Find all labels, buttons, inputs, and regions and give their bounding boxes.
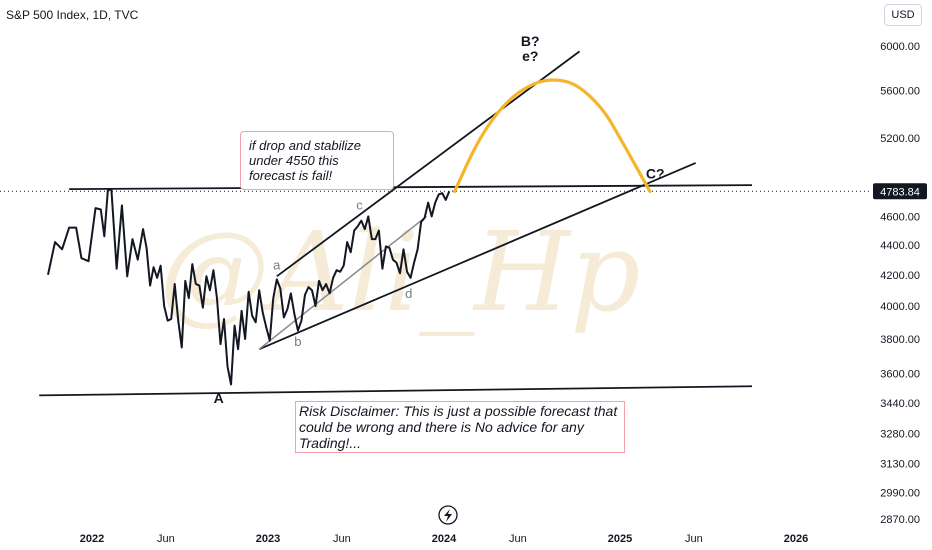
x-tick-label: Jun [685,533,703,545]
trendline [39,385,753,397]
price-line [47,188,451,386]
wave-label: A [214,390,224,406]
risk-disclaimer: Risk Disclaimer: This is just a possible… [295,401,625,453]
currency-button[interactable]: USD [884,4,922,26]
y-tick-label: 4200.00 [880,270,920,282]
wave-label: e? [522,48,538,64]
chart-title: S&P 500 Index, 1D, TVC [6,8,139,22]
price-axis: 2870.00 2990.00 3130.00 3280.00 3440.00 3600.… [880,41,920,526]
y-tick-label: 5600.00 [880,85,920,97]
trendlines [39,50,753,397]
wave-label: c [356,197,363,212]
trendline [258,162,697,351]
wave-label: C? [646,166,665,182]
replay-button[interactable] [438,505,458,525]
forecast-arc [452,78,652,193]
trendline [258,215,427,350]
y-tick-label: 4600.00 [880,211,920,223]
y-tick-label: 2990.00 [880,488,920,500]
y-tick-label: 4400.00 [880,240,920,252]
last-price-badge: 4783.84 [873,183,927,200]
fail-condition-note: if drop and stabilize under 4550 this fo… [240,131,394,190]
x-tick-label: Jun [157,533,175,545]
wave-label: B? [521,33,540,49]
x-tick-label: 2026 [784,533,808,545]
x-tick-label: 2024 [432,533,457,545]
x-tick-label: 2022 [80,533,104,545]
trendline [276,50,581,278]
time-axis: 2022 Jun 2023 Jun 2024 Jun 2025 Jun 2026 [80,533,808,545]
y-tick-label: 3440.00 [880,398,920,410]
y-tick-label: 4000.00 [880,301,920,313]
x-tick-label: Jun [333,533,351,545]
x-tick-label: 2023 [256,533,280,545]
wave-label: b [294,334,301,349]
trendline [69,184,753,191]
last-price-label: 4783.84 [880,186,920,198]
y-tick-label: 3130.00 [880,458,920,470]
y-tick-label: 6000.00 [880,41,920,53]
x-tick-label: 2025 [608,533,632,545]
y-tick-label: 3800.00 [880,334,920,346]
wave-label: d [405,286,412,301]
y-tick-label: 3280.00 [880,428,920,440]
x-tick-label: Jun [509,533,527,545]
y-tick-label: 2870.00 [880,514,920,526]
wave-labels: Aa b c d B?e? C? [214,33,665,406]
wave-label: a [273,257,281,272]
y-tick-label: 5200.00 [880,133,920,145]
y-tick-label: 3600.00 [880,369,920,381]
